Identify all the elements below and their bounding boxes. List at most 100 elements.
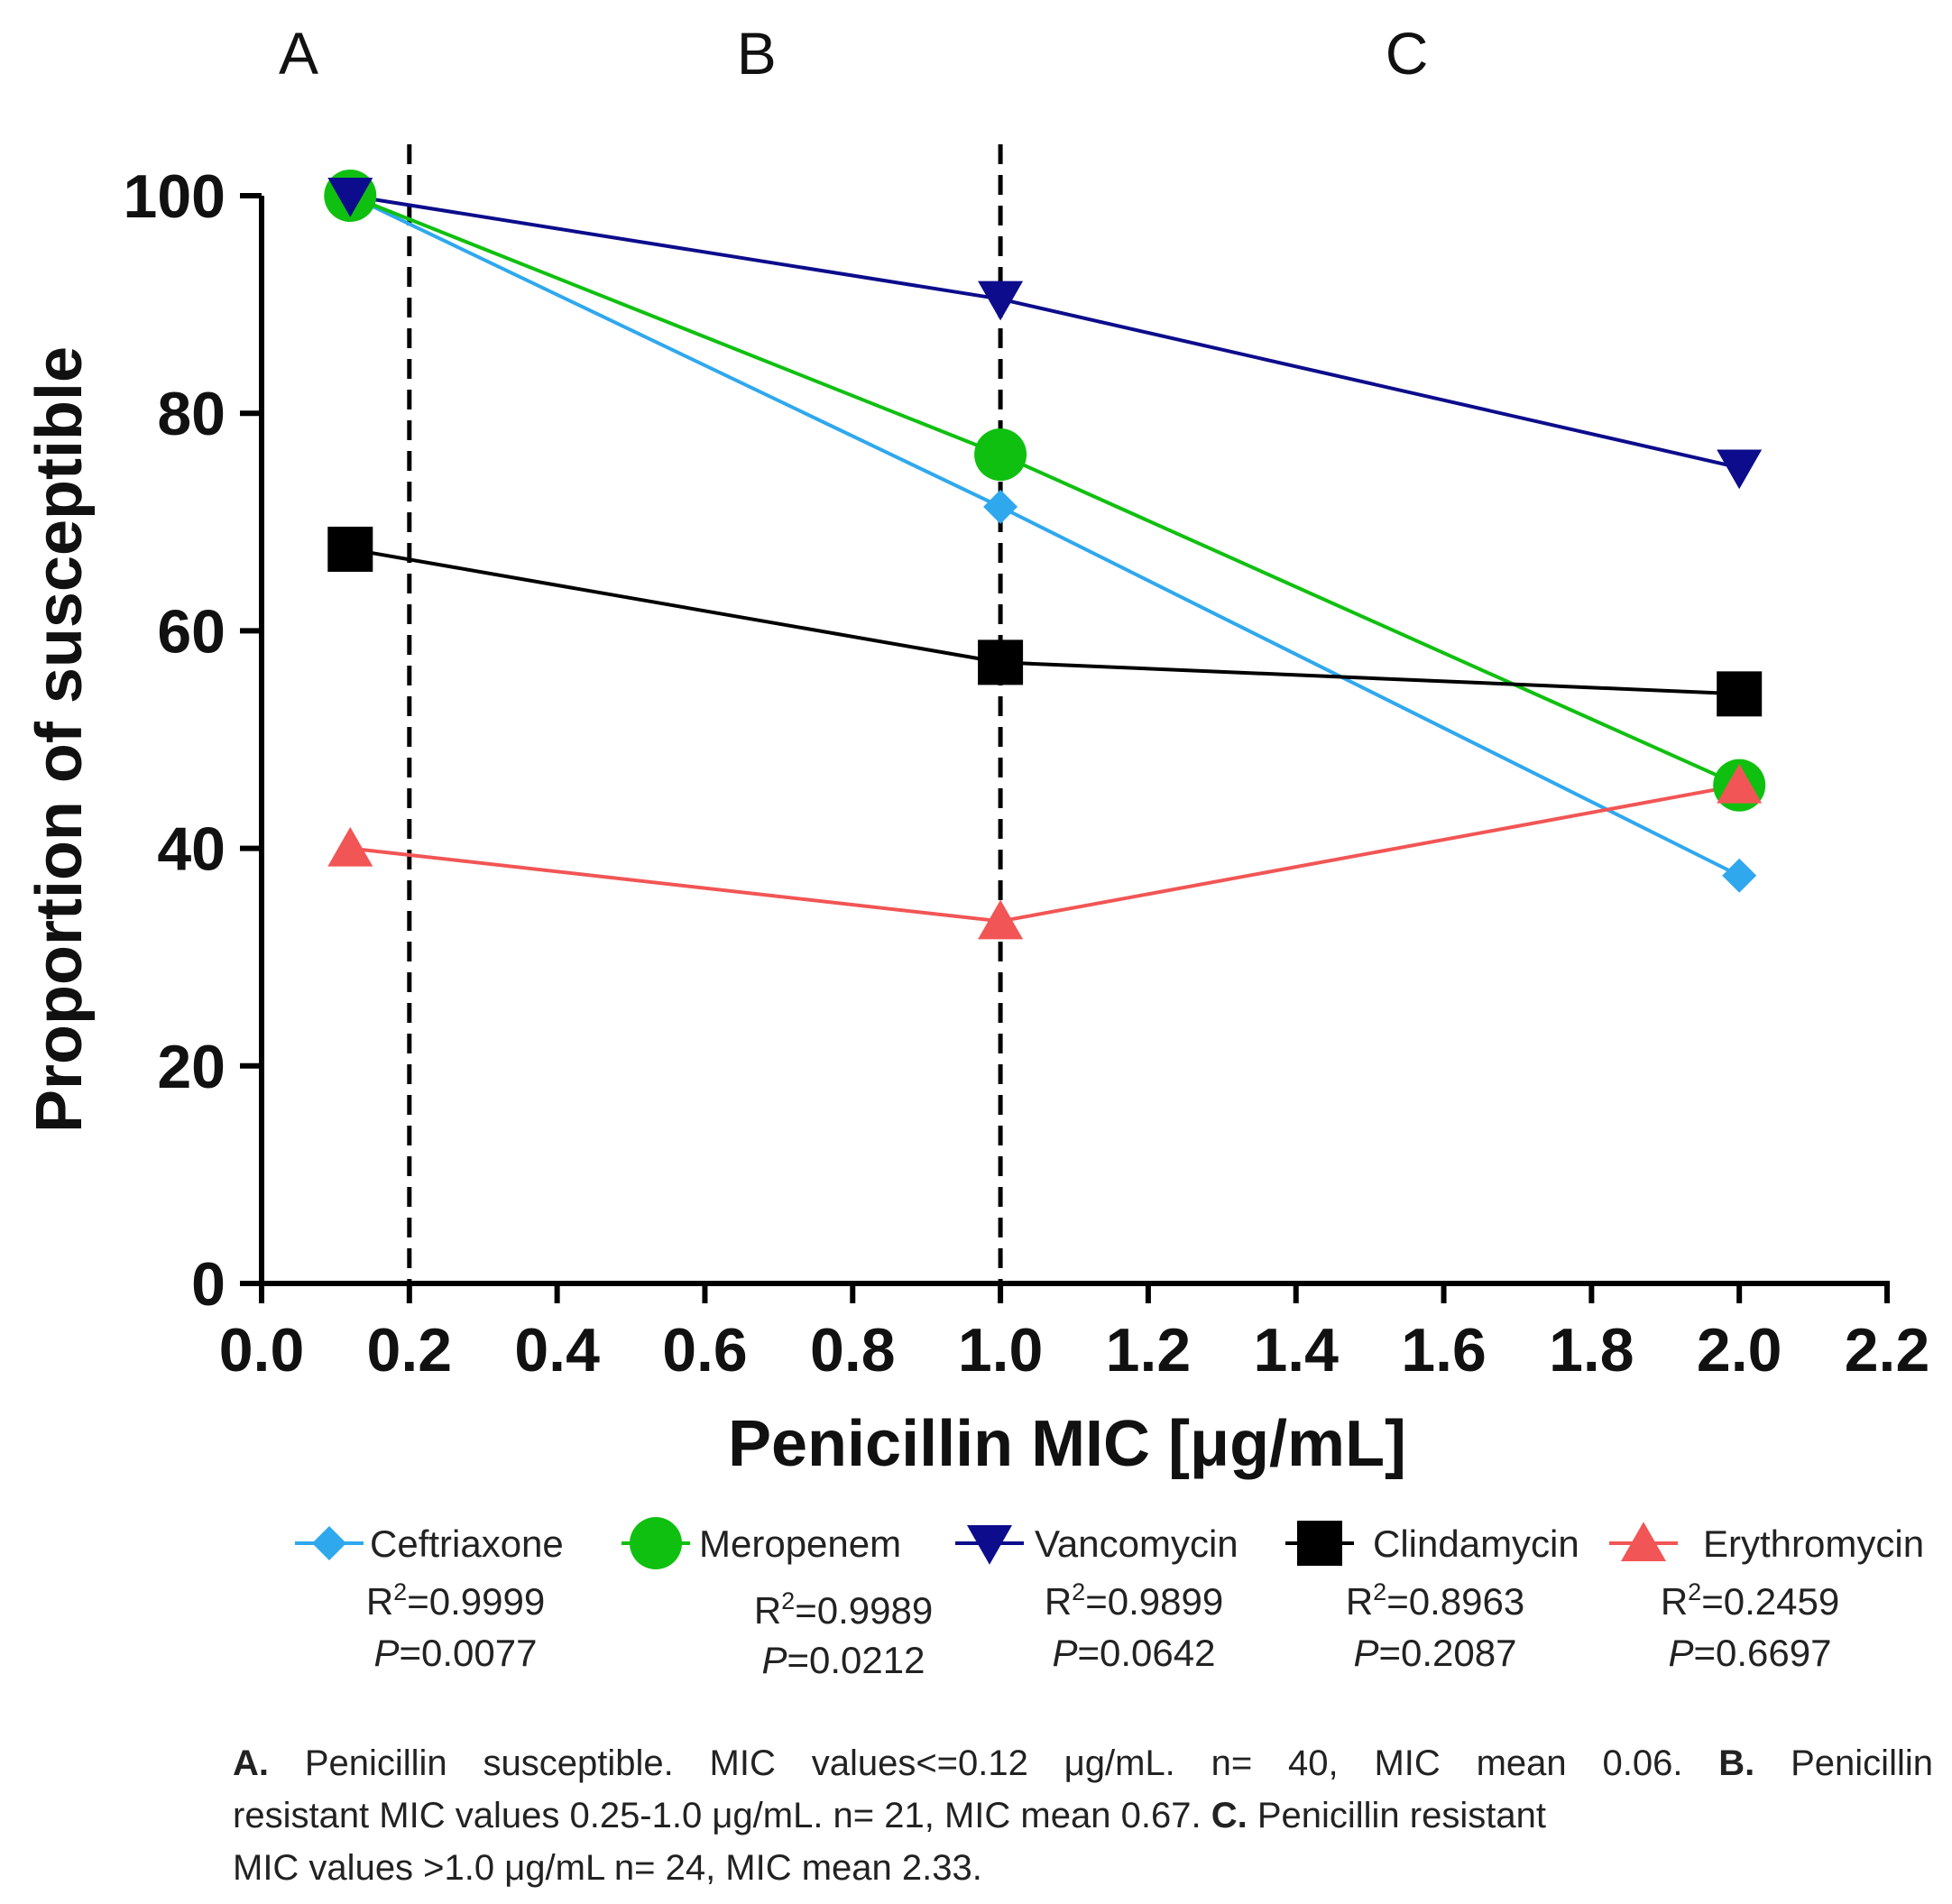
p-value-prefix: P <box>1353 1632 1378 1674</box>
r-squared-sup: 2 <box>393 1578 407 1605</box>
region-label-b: B <box>737 20 777 87</box>
series-line-erythromycin <box>350 783 1740 924</box>
data-point-clindamycin <box>1717 671 1763 717</box>
data-point-erythromycin <box>327 826 373 867</box>
p-value-prefix: P <box>1668 1632 1693 1674</box>
caption-line-1: A. Penicillin susceptible. MIC values<=0… <box>233 1737 1933 1789</box>
r-squared-value: =0.9899 <box>1085 1580 1223 1623</box>
chart: A B C 0 20 40 60 80 100 0.0 0.2 0.4 0.6 0.8 1.0 1.2 1.4… <box>23 20 1930 1681</box>
caption-b-text-1: Penicillin <box>1791 1743 1933 1783</box>
figure-caption: A. Penicillin susceptible. MIC values<=0… <box>233 1737 1933 1894</box>
x-tick-label: 0.6 <box>662 1316 748 1384</box>
legend-marker-erythromycin <box>1621 1522 1666 1561</box>
x-tick-label: 0.8 <box>810 1316 896 1384</box>
p-value-value: =0.6697 <box>1694 1632 1832 1674</box>
r-squared-ceftriaxone: R2=0.9999 <box>366 1578 545 1623</box>
r-squared-vancomycin: R2=0.9899 <box>1045 1578 1223 1623</box>
series-line-ceftriaxone <box>349 194 1741 878</box>
data-point-vancomycin <box>978 281 1024 321</box>
r-squared-value: =0.2459 <box>1701 1580 1839 1623</box>
region-labels: A B C <box>279 20 1428 87</box>
x-tick-label: 1.4 <box>1253 1316 1339 1384</box>
p-value-clindamycin: P=0.2087 <box>1353 1632 1516 1674</box>
legend-item-meropenem: Meropenem R2=0.9989 P=0.0212 <box>622 1517 933 1681</box>
legend-label-vancomycin: Vancomycin <box>1035 1522 1238 1565</box>
x-tick-label: 1.0 <box>958 1316 1044 1384</box>
p-value-meropenem: P=0.0212 <box>761 1639 925 1681</box>
p-value-erythromycin: P=0.6697 <box>1668 1632 1831 1674</box>
p-value-prefix: P <box>1052 1632 1077 1674</box>
data-point-erythromycin <box>1717 763 1763 804</box>
p-value-prefix: P <box>761 1639 787 1681</box>
caption-b-text-2: resistant MIC values 0.25-1.0 μg/mL. n= … <box>233 1796 1202 1835</box>
caption-c-text-2: MIC values >1.0 μg/mL n= 24, MIC mean 2.… <box>233 1848 982 1888</box>
x-tick-label: 1.6 <box>1401 1316 1487 1384</box>
caption-line-3: MIC values >1.0 μg/mL n= 24, MIC mean 2.… <box>233 1842 1933 1894</box>
legend: CeftriaxoneR2=0.9999P=0.0077MeropenemR2=… <box>295 1517 1924 1681</box>
legend-marker-ceftriaxone <box>312 1526 346 1560</box>
r-squared-sup: 2 <box>1072 1578 1085 1605</box>
series-markers <box>324 170 1766 940</box>
r-squared-clindamycin: R2=0.8963 <box>1346 1578 1524 1623</box>
data-point-meropenem <box>974 428 1027 482</box>
y-tick-label: 60 <box>157 597 226 666</box>
series-line-meropenem <box>349 194 1740 787</box>
caption-c-label: C. <box>1211 1796 1248 1835</box>
legend-label-clindamycin: Clindamycin <box>1373 1522 1579 1565</box>
p-value-prefix: P <box>373 1632 399 1674</box>
legend-marker-meropenem <box>630 1517 682 1569</box>
axes: 0 20 40 60 80 100 0.0 0.2 0.4 0.6 0.8 1.0 1.2 1.4 1.6 1… <box>124 162 1930 1384</box>
y-tick-label: 20 <box>157 1033 226 1101</box>
series-lines <box>349 194 1741 924</box>
series-line-vancomycin <box>349 194 1740 470</box>
p-value-value: =0.0077 <box>400 1632 538 1674</box>
data-point-ceftriaxone <box>983 489 1018 524</box>
x-tick-label: 2.0 <box>1697 1316 1782 1384</box>
p-value-value: =0.2087 <box>1379 1632 1517 1674</box>
y-tick-label: 40 <box>157 815 226 884</box>
legend-label-meropenem: Meropenem <box>699 1522 901 1565</box>
r-squared-prefix: R <box>366 1580 393 1623</box>
caption-a-text: Penicillin susceptible. MIC values<=0.12… <box>304 1743 1683 1783</box>
data-point-clindamycin <box>978 639 1024 685</box>
region-boundaries <box>407 144 1003 1283</box>
r-squared-prefix: R <box>754 1589 781 1632</box>
x-axis-title: Penicillin MIC [μg/mL] <box>728 1408 1406 1480</box>
y-tick-label: 80 <box>157 380 226 448</box>
p-value-ceftriaxone: P=0.0077 <box>373 1632 537 1674</box>
r-squared-prefix: R <box>1346 1580 1373 1623</box>
legend-label-erythromycin: Erythromycin <box>1703 1522 1924 1565</box>
y-tick-label: 0 <box>191 1250 226 1319</box>
data-point-vancomycin <box>1717 449 1763 490</box>
r-squared-prefix: R <box>1661 1580 1688 1623</box>
caption-line-2: resistant MIC values 0.25-1.0 μg/mL. n= … <box>233 1789 1933 1842</box>
r-squared-sup: 2 <box>1688 1578 1701 1605</box>
x-tick-label: 0.2 <box>367 1316 453 1384</box>
r-squared-erythromycin: R2=0.2459 <box>1661 1578 1839 1623</box>
x-tick-label: 2.2 <box>1845 1316 1930 1384</box>
legend-marker-vancomycin <box>967 1525 1012 1565</box>
data-point-erythromycin <box>978 899 1024 940</box>
r-squared-value: =0.8963 <box>1386 1580 1524 1623</box>
series-line-clindamycin <box>349 547 1740 696</box>
caption-c-text-1: Penicillin resistant <box>1257 1796 1546 1835</box>
caption-b-label: B. <box>1718 1743 1755 1783</box>
data-point-ceftriaxone <box>1722 858 1757 893</box>
x-tick-label: 1.8 <box>1549 1316 1634 1384</box>
p-value-value: =0.0212 <box>787 1639 925 1681</box>
x-tick-label: 0.0 <box>219 1316 305 1384</box>
legend-marker-clindamycin <box>1297 1521 1342 1566</box>
r-squared-value: =0.9999 <box>407 1580 545 1623</box>
y-tick-label: 100 <box>124 162 226 231</box>
r-squared-meropenem: R2=0.9989 <box>754 1587 933 1632</box>
r-squared-sup: 2 <box>1373 1578 1386 1605</box>
x-tick-label: 1.2 <box>1106 1316 1192 1384</box>
p-value-vancomycin: P=0.0642 <box>1052 1632 1215 1674</box>
region-label-c: C <box>1386 20 1429 87</box>
r-squared-value: =0.9989 <box>795 1589 933 1632</box>
data-point-vancomycin <box>327 178 373 217</box>
legend-item-vancomycin: Vancomycin R2=0.9899 P=0.0642 <box>955 1522 1238 1674</box>
